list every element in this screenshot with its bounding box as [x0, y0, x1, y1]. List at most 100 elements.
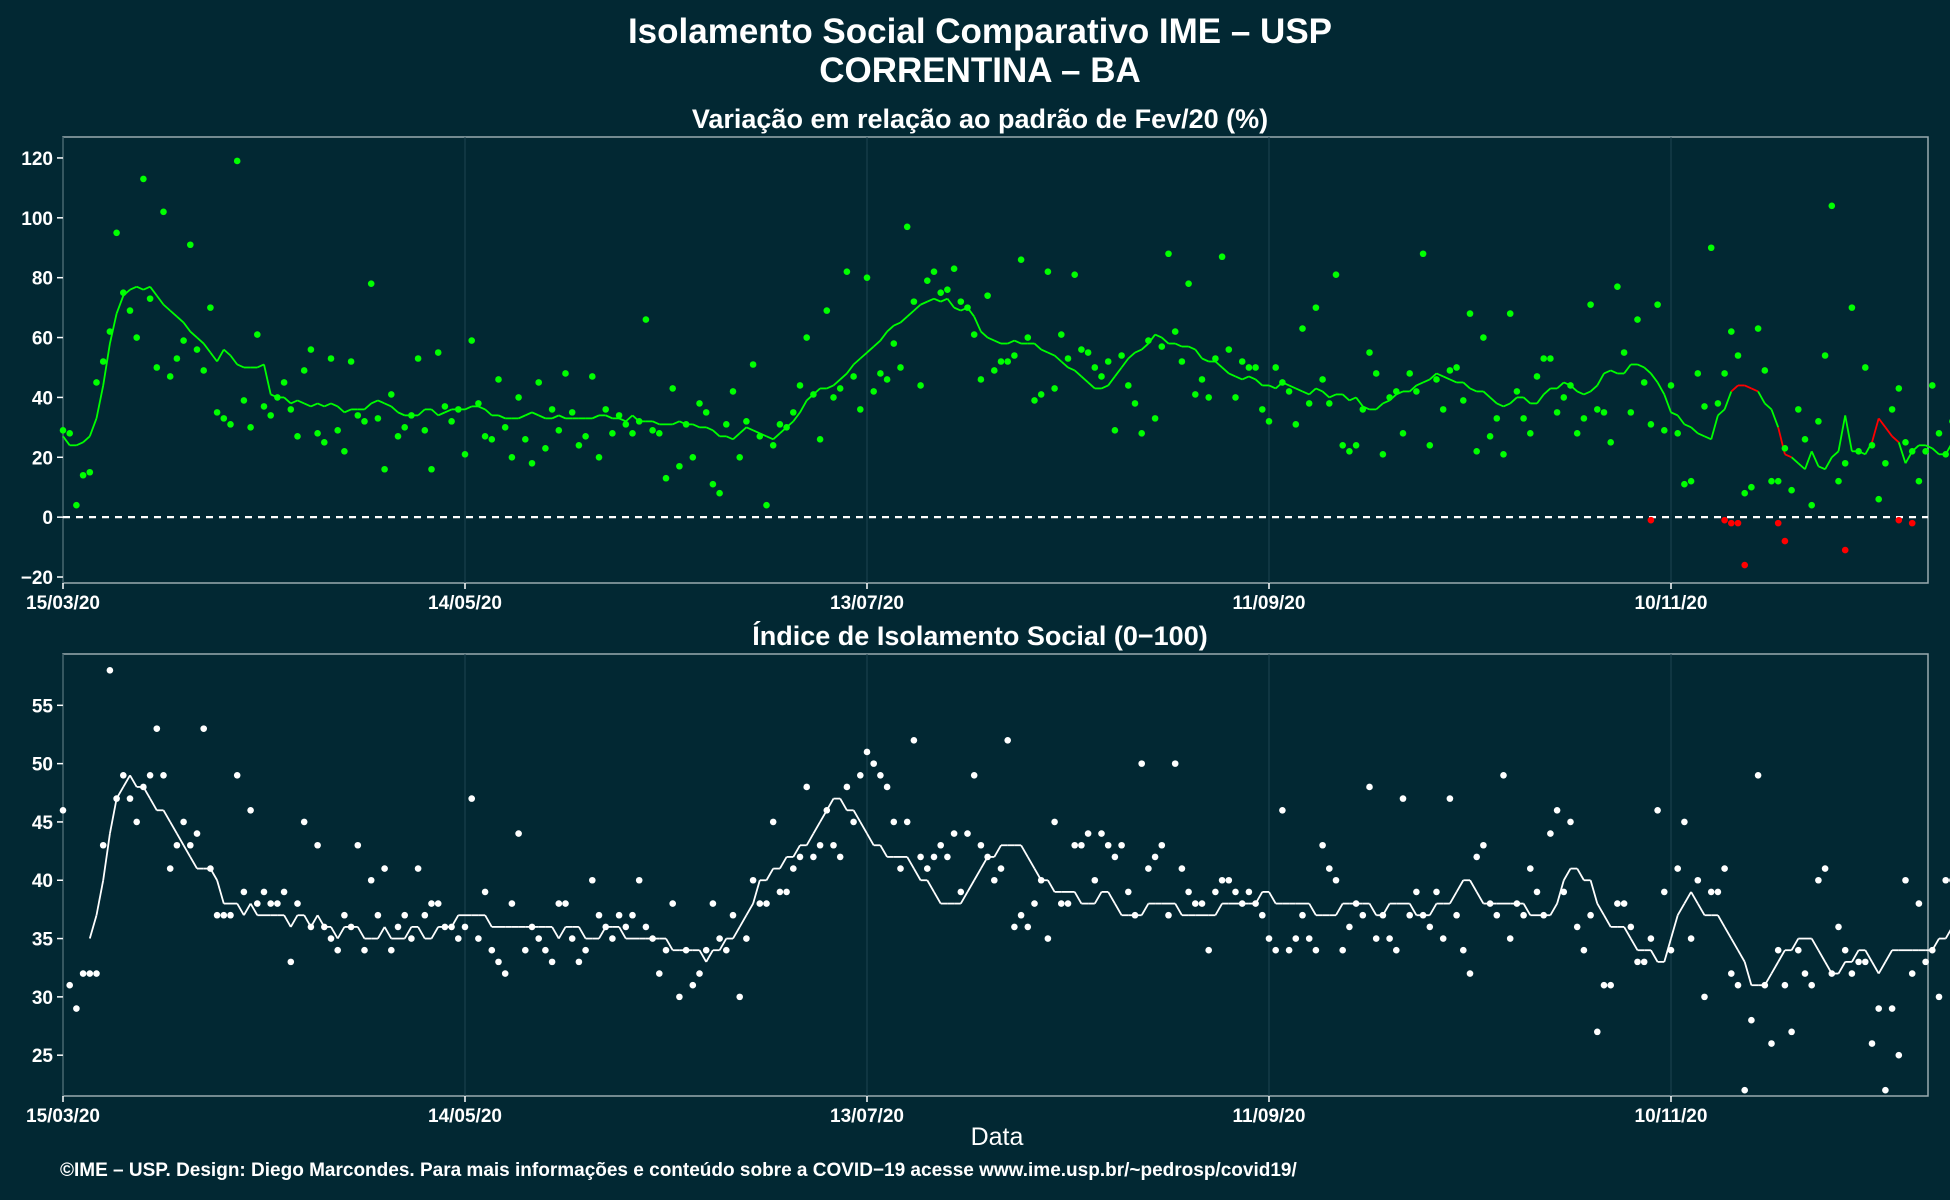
data-point — [133, 818, 140, 826]
data-point — [1647, 935, 1655, 942]
data-point — [1573, 923, 1581, 931]
data-point — [1171, 328, 1179, 335]
moving-average-segment — [1214, 360, 1223, 369]
moving-average-segment — [1884, 949, 1893, 963]
moving-average-segment — [1650, 372, 1659, 383]
moving-average-segment — [1094, 891, 1103, 905]
moving-average-segment — [1174, 342, 1183, 348]
data-point — [1426, 923, 1434, 931]
data-point — [1527, 865, 1534, 872]
data-point — [1547, 355, 1554, 362]
moving-average-segment — [162, 303, 171, 312]
data-point — [568, 409, 576, 416]
data-point — [495, 376, 502, 383]
data-point — [1111, 427, 1119, 434]
chart-title-location: CORRENTINA – BA — [819, 51, 1141, 90]
data-point — [1835, 923, 1842, 931]
data-point — [1165, 911, 1172, 919]
moving-average-segment — [973, 316, 982, 332]
data-point — [1647, 421, 1655, 428]
data-point — [354, 841, 362, 849]
data-point — [274, 394, 281, 401]
data-point — [1774, 946, 1782, 954]
moving-average-segment — [1630, 938, 1639, 951]
data-point — [1801, 970, 1809, 977]
moving-average-segment — [1295, 387, 1303, 393]
data-point — [1795, 946, 1802, 954]
data-point — [1473, 853, 1480, 861]
data-point — [857, 406, 864, 413]
data-point — [187, 241, 194, 249]
data-point — [1359, 406, 1367, 413]
moving-average-segment — [518, 414, 526, 420]
data-point — [495, 958, 502, 966]
moving-average-segment — [1690, 426, 1699, 435]
moving-average-segment — [1596, 903, 1605, 916]
data-point — [388, 946, 395, 954]
data-point — [1640, 958, 1648, 966]
data-point — [924, 277, 931, 284]
data-point — [669, 900, 676, 907]
moving-average-segment — [1489, 396, 1498, 405]
data-point — [307, 346, 315, 353]
moving-average-segment — [1408, 903, 1418, 916]
data-point — [622, 923, 630, 931]
moving-average-segment — [1596, 373, 1605, 386]
moving-average-segment — [1623, 926, 1632, 940]
data-point — [803, 783, 810, 791]
moving-average-segment — [417, 926, 426, 940]
data-point — [508, 900, 516, 907]
data-point — [984, 853, 991, 861]
data-point — [367, 280, 375, 287]
moving-average-segment — [377, 926, 386, 940]
moving-average-segment — [665, 938, 674, 951]
moving-average-segment — [1315, 387, 1323, 393]
moving-average-segment — [558, 414, 566, 420]
data-point — [991, 367, 998, 374]
data-point — [555, 427, 563, 434]
data-point — [689, 981, 697, 989]
data-point — [86, 970, 94, 977]
data-point — [1506, 310, 1514, 317]
data-point — [656, 430, 663, 437]
moving-average-segment — [1576, 868, 1585, 881]
data-point — [1935, 993, 1943, 1001]
data-point — [937, 841, 944, 849]
data-point — [1091, 364, 1099, 371]
moving-average-segment — [1349, 396, 1357, 402]
negative-data-point — [1781, 537, 1789, 545]
y-tick-label: 30 — [32, 988, 53, 1009]
data-point — [1232, 888, 1239, 896]
data-point — [140, 783, 147, 791]
moving-average-segment — [1556, 381, 1565, 390]
data-point — [1614, 900, 1621, 907]
data-point — [1339, 946, 1346, 954]
data-point — [1439, 406, 1447, 413]
data-point — [1158, 841, 1166, 849]
data-point — [575, 958, 583, 966]
data-point — [1305, 935, 1313, 942]
data-point — [1721, 865, 1728, 872]
moving-average-segment — [1931, 447, 1940, 455]
data-point — [1714, 400, 1722, 407]
data-point — [180, 337, 187, 344]
data-point — [341, 447, 348, 455]
moving-average-segment — [1455, 879, 1465, 893]
data-point — [1848, 304, 1856, 311]
moving-average-segment — [933, 891, 942, 905]
moving-average-segment — [82, 435, 91, 443]
moving-average-segment — [1047, 879, 1056, 893]
data-point — [522, 946, 529, 954]
data-point — [126, 307, 134, 314]
moving-average-segment — [578, 926, 587, 940]
data-point — [930, 853, 938, 861]
moving-average-segment — [1188, 345, 1196, 351]
moving-average-segment — [799, 399, 808, 413]
moving-average-segment — [109, 313, 118, 344]
data-point — [1372, 935, 1380, 942]
data-point — [1379, 450, 1387, 458]
moving-average-segment — [1449, 891, 1458, 905]
moving-average-segment — [229, 354, 238, 366]
moving-average-segment — [1877, 961, 1887, 974]
data-point — [1915, 900, 1923, 907]
